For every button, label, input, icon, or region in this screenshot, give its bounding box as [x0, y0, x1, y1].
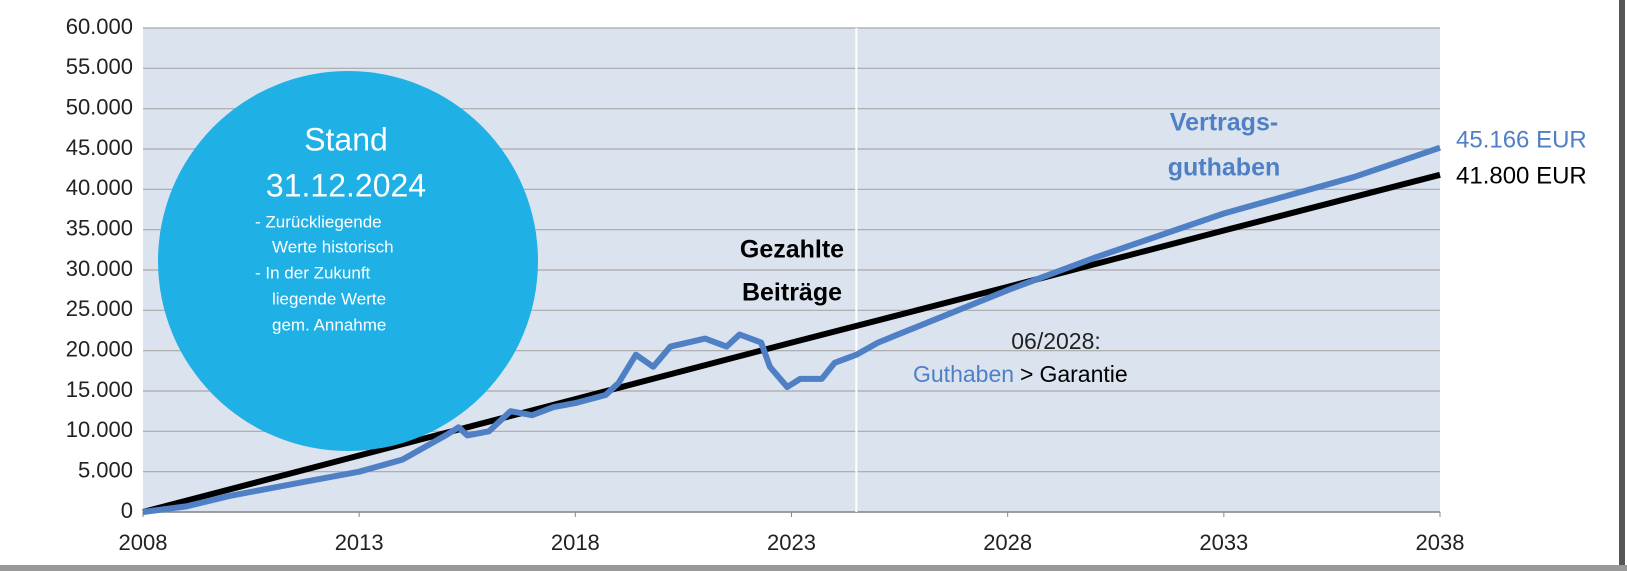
- series-line: [142, 171, 1441, 515]
- status-title: Stand: [304, 121, 388, 157]
- x-tick-label: 2008: [119, 530, 168, 555]
- x-tick-label: 2018: [551, 530, 600, 555]
- x-tick-label: 2038: [1416, 530, 1465, 555]
- status-circle: [158, 71, 538, 451]
- status-note: - In der Zukunft: [255, 263, 371, 282]
- y-tick-label: 10.000: [66, 417, 133, 442]
- crossing-date: 06/2028:: [1011, 328, 1101, 354]
- crossing-gt: >: [1020, 361, 1033, 387]
- balance-label: Vertrags-: [1170, 109, 1278, 137]
- y-tick-label: 30.000: [66, 256, 133, 281]
- y-tick-label: 20.000: [66, 336, 133, 361]
- y-tick-label: 35.000: [66, 215, 133, 240]
- y-tick-label: 15.000: [66, 377, 133, 402]
- crossing-text: Guthaben > Garantie: [913, 361, 1128, 387]
- y-tick-label: 25.000: [66, 296, 133, 321]
- status-date: 31.12.2024: [266, 167, 426, 203]
- end-balance: 45.166 EUR: [1456, 126, 1587, 153]
- y-tick-label: 50.000: [66, 94, 133, 119]
- y-tick-label: 55.000: [66, 54, 133, 79]
- balance-label: guthaben: [1168, 154, 1281, 182]
- y-tick-label: 5.000: [78, 457, 133, 482]
- x-tick-label: 2013: [335, 530, 384, 555]
- status-note: - Zurückliegende: [255, 212, 382, 231]
- x-tick-label: 2023: [767, 530, 816, 555]
- status-note: Werte historisch: [272, 237, 394, 256]
- crossing-guthaben: Guthaben: [913, 361, 1014, 387]
- x-tick-label: 2028: [983, 530, 1032, 555]
- end-paid: 41.800 EUR: [1456, 162, 1587, 189]
- y-tick-label: 60.000: [66, 14, 133, 39]
- paid-label: Gezahlte: [740, 236, 844, 264]
- crossing-garantie: Garantie: [1039, 361, 1127, 387]
- y-tick-label: 0: [121, 498, 133, 523]
- status-note: gem. Annahme: [272, 315, 386, 334]
- series-line: [142, 144, 1441, 515]
- x-tick-label: 2033: [1199, 530, 1248, 555]
- y-tick-label: 40.000: [66, 175, 133, 200]
- paid-label: Beiträge: [742, 279, 842, 307]
- status-note: liegende Werte: [272, 289, 386, 308]
- y-tick-label: 45.000: [66, 135, 133, 160]
